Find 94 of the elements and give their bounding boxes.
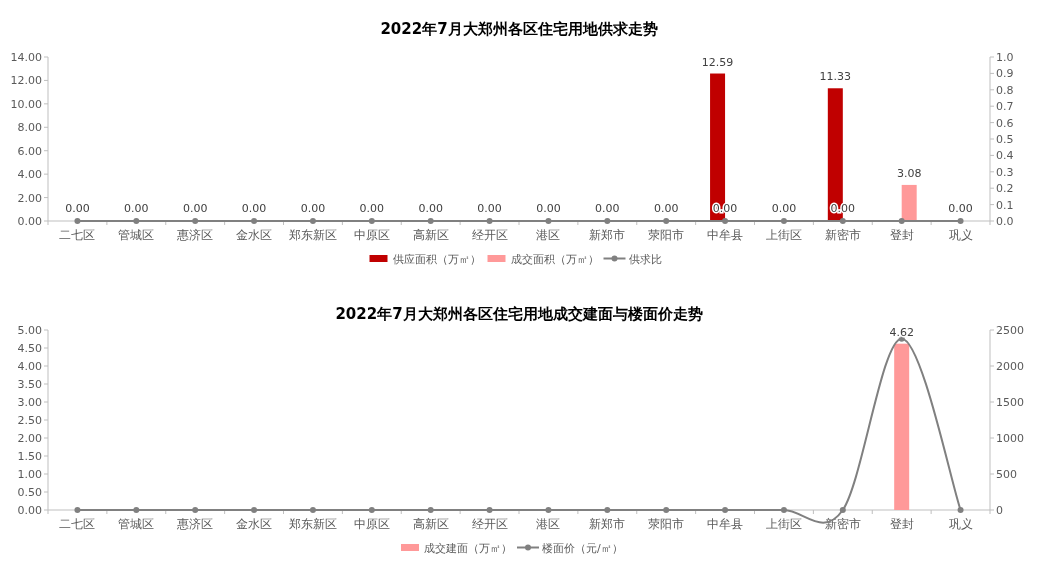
legend-label: 成交建面（万㎡） (424, 542, 512, 555)
x-tick-label: 港区 (536, 517, 561, 531)
y-tick-label: 0.50 (17, 486, 42, 499)
x-tick-label: 上街区 (765, 517, 802, 531)
x-tick-label: 二七区 (59, 517, 96, 531)
y2-tick-label: 0.4 (996, 149, 1014, 163)
y2-tick-label: 0.0 (996, 215, 1014, 228)
x-tick-label: 巩义 (948, 228, 973, 242)
x-tick-label: 管城区 (118, 517, 155, 531)
data-label: 0.00 (595, 202, 620, 215)
x-tick-label: 新郑市 (589, 228, 626, 242)
y-tick-label: 4.00 (17, 168, 42, 182)
data-label: 0.00 (653, 202, 679, 215)
x-tick-label: 新密市 (824, 228, 861, 242)
x-tick-label: 惠济区 (176, 228, 214, 242)
data-label: 0.00 (359, 202, 385, 215)
y2-tick-label: 0.9 (996, 67, 1014, 81)
y-tick-label: 14.00 (10, 51, 42, 64)
x-tick-label: 金水区 (236, 228, 273, 242)
y2-tick-label: 0.3 (996, 165, 1014, 179)
bar (901, 184, 917, 221)
legend-label: 成交面积（万㎡） (510, 253, 599, 266)
data-label: 0.00 (182, 202, 208, 215)
x-tick-label: 郑东新区 (288, 228, 337, 242)
y2-tick-label: 0.8 (996, 83, 1014, 97)
y-tick-label: 0.00 (17, 504, 42, 517)
data-label: 0.00 (771, 202, 797, 215)
y-tick-label: 4.50 (17, 342, 42, 355)
y2-tick-label: 2500 (996, 324, 1024, 337)
y-tick-label: 1.00 (17, 468, 42, 481)
data-label: 0.00 (712, 202, 738, 215)
x-tick-label: 荥阳市 (648, 228, 685, 242)
y-tick-label: 6.00 (17, 144, 42, 158)
data-label: 3.08 (896, 166, 922, 180)
y2-tick-label: 0.7 (996, 100, 1014, 114)
y2-tick-label: 1000 (996, 432, 1024, 445)
x-tick-label: 惠济区 (176, 517, 214, 531)
legend-label: 供求比 (628, 253, 662, 266)
x-tick-label: 经开区 (471, 517, 508, 531)
y2-tick-label: 1500 (996, 396, 1024, 409)
x-tick-label: 登封 (889, 228, 914, 242)
y-tick-label: 10.00 (10, 97, 42, 111)
y-tick-label: 1.50 (17, 450, 42, 463)
y2-tick-label: 0.1 (996, 198, 1014, 212)
chart-title: 2022年7月大郑州各区住宅用地供求走势 (380, 20, 658, 38)
legend-label: 楼面价（元/㎡） (542, 542, 623, 555)
y-tick-label: 3.50 (17, 378, 42, 391)
x-tick-label: 经开区 (471, 228, 508, 242)
x-tick-label: 中牟县 (707, 228, 744, 242)
x-tick-label: 高新区 (412, 228, 449, 242)
x-tick-label: 郑东新区 (288, 517, 337, 531)
x-tick-label: 管城区 (118, 228, 155, 242)
x-tick-label: 登封 (889, 517, 914, 531)
y-tick-label: 12.00 (10, 74, 42, 88)
data-label: 0.00 (300, 202, 326, 215)
x-tick-label: 中原区 (353, 517, 390, 531)
x-tick-label: 荥阳市 (648, 517, 685, 531)
y2-tick-label: 500 (996, 468, 1017, 481)
y2-tick-label: 0.6 (996, 116, 1014, 130)
data-label: 0.00 (241, 202, 267, 215)
x-tick-label: 中原区 (353, 228, 390, 242)
x-tick-label: 巩义 (948, 517, 973, 531)
y-tick-label: 2.00 (17, 432, 42, 445)
chart-title: 2022年7月大郑州各区住宅用地成交建面与楼面价走势 (335, 305, 703, 323)
y2-tick-label: 0 (996, 504, 1003, 517)
data-label: 11.33 (819, 70, 852, 84)
data-label: 0.00 (418, 202, 443, 215)
data-label: 4.62 (889, 325, 914, 339)
data-label: 12.59 (701, 55, 734, 69)
data-label: 0.00 (536, 202, 561, 215)
y2-tick-label: 2000 (996, 360, 1024, 373)
x-tick-label: 高新区 (412, 517, 449, 531)
data-label: 0.00 (948, 202, 973, 215)
y2-tick-label: 0.5 (996, 133, 1014, 146)
y2-tick-label: 0.2 (996, 182, 1014, 196)
data-label: 0.00 (477, 202, 502, 215)
x-tick-label: 上街区 (765, 228, 802, 242)
y2-tick-label: 1.0 (996, 51, 1014, 64)
data-label: 0.00 (124, 202, 149, 215)
legend-label: 供应面积（万㎡） (392, 253, 481, 266)
y-tick-label: 2.00 (17, 191, 42, 205)
y-tick-label: 3.00 (17, 396, 42, 409)
x-tick-label: 新郑市 (589, 517, 626, 531)
y-tick-label: 5.00 (17, 324, 42, 337)
x-tick-label: 金水区 (236, 517, 273, 531)
y-tick-label: 4.00 (17, 360, 42, 373)
x-tick-label: 二七区 (59, 228, 96, 242)
x-tick-label: 中牟县 (707, 517, 744, 531)
y-tick-label: 8.00 (17, 121, 42, 135)
data-label: 0.00 (65, 202, 90, 215)
x-tick-label: 港区 (536, 228, 561, 242)
y-tick-label: 0.00 (17, 215, 42, 228)
y-tick-label: 2.50 (17, 414, 42, 427)
data-label: 0.00 (830, 202, 856, 215)
